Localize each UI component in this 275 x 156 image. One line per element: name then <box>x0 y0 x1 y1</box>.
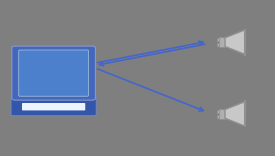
Bar <box>217 115 219 118</box>
Bar <box>219 109 225 119</box>
Polygon shape <box>225 101 245 126</box>
Bar <box>217 110 219 113</box>
FancyBboxPatch shape <box>22 103 85 110</box>
Polygon shape <box>225 30 245 55</box>
Bar <box>219 37 225 47</box>
Bar <box>217 38 219 41</box>
FancyBboxPatch shape <box>12 46 95 100</box>
FancyBboxPatch shape <box>19 50 89 96</box>
Bar <box>217 43 219 46</box>
FancyBboxPatch shape <box>11 96 96 116</box>
